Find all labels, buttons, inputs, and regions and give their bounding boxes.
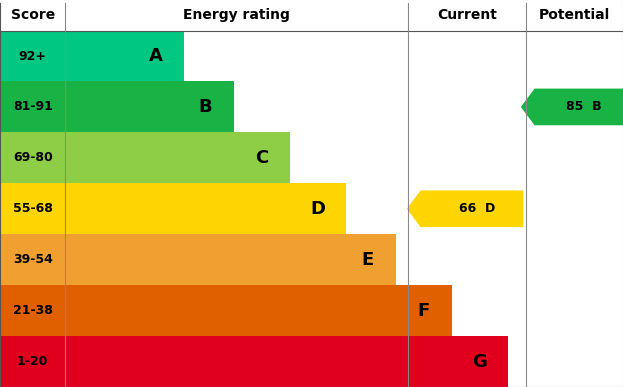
- Polygon shape: [407, 190, 523, 227]
- Polygon shape: [0, 237, 380, 282]
- Text: 81-91: 81-91: [12, 101, 53, 113]
- Text: C: C: [255, 149, 269, 167]
- Polygon shape: [521, 89, 623, 125]
- Text: A: A: [149, 47, 163, 65]
- Polygon shape: [0, 34, 168, 79]
- Text: 66  D: 66 D: [459, 202, 495, 215]
- Polygon shape: [0, 187, 330, 231]
- Text: F: F: [417, 301, 430, 320]
- Polygon shape: [0, 135, 274, 180]
- Text: 69-80: 69-80: [13, 151, 52, 164]
- Text: Potential: Potential: [539, 8, 611, 22]
- Text: 85  B: 85 B: [566, 101, 602, 113]
- Text: 39-54: 39-54: [12, 253, 53, 266]
- Polygon shape: [0, 288, 436, 333]
- Polygon shape: [0, 84, 218, 129]
- Text: 1-20: 1-20: [17, 355, 49, 368]
- Text: E: E: [361, 251, 374, 269]
- Text: 21-38: 21-38: [12, 304, 53, 317]
- Text: B: B: [199, 98, 212, 116]
- Text: 55-68: 55-68: [12, 202, 53, 215]
- Text: D: D: [310, 200, 325, 218]
- Text: Score: Score: [11, 8, 55, 22]
- Text: Energy rating: Energy rating: [183, 8, 290, 22]
- Text: G: G: [472, 353, 487, 370]
- Text: Current: Current: [437, 8, 497, 22]
- Text: 92+: 92+: [19, 50, 47, 63]
- Polygon shape: [0, 339, 492, 384]
